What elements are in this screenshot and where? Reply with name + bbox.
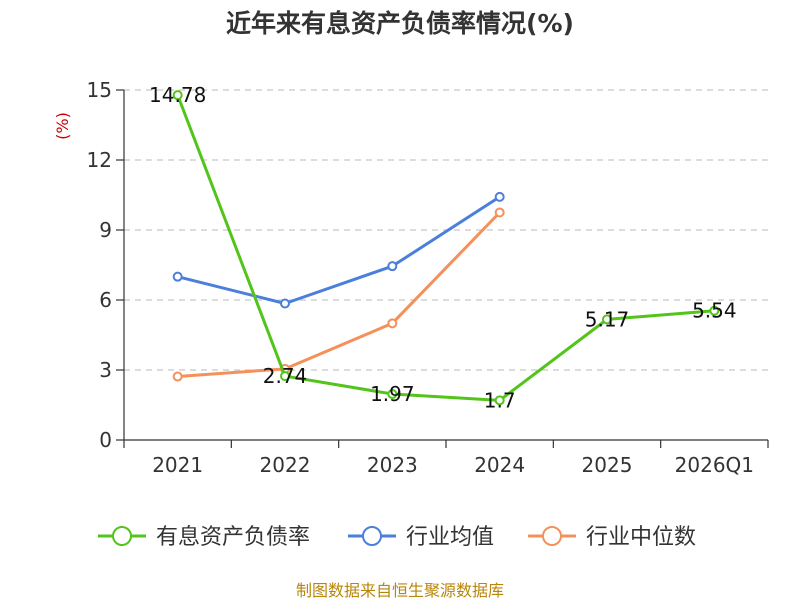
data-point bbox=[280, 298, 290, 309]
data-label: 1.7 bbox=[484, 388, 516, 412]
data-point bbox=[172, 90, 183, 101]
legend: 有息资产负债率 行业均值 行业中位数 bbox=[98, 525, 696, 550]
data-point bbox=[387, 261, 398, 272]
data-point bbox=[494, 191, 505, 202]
data-label: 1.97 bbox=[370, 382, 415, 406]
x-tick-label: 2024 bbox=[474, 453, 525, 477]
data-point bbox=[602, 314, 612, 325]
legend-item[interactable]: 行业均值 bbox=[348, 525, 494, 550]
data-label: 2.74 bbox=[263, 364, 308, 388]
y-tick-label: 12 bbox=[87, 148, 112, 172]
y-tick-label: 9 bbox=[99, 218, 112, 242]
label-layer: 14.78 2.74 1.97 1.7 5.17 5.54 bbox=[149, 83, 737, 412]
data-point bbox=[172, 271, 183, 282]
data-point bbox=[387, 389, 398, 400]
data-label: 5.54 bbox=[692, 299, 737, 323]
y-tick-label: 15 bbox=[87, 78, 112, 102]
legend-marker bbox=[362, 526, 382, 546]
legend-item[interactable]: 有息资产负债率 bbox=[98, 525, 310, 550]
y-tick-label: 3 bbox=[99, 358, 112, 382]
axis-layer: 0 3 6 9 12 15 2021 2022 2023 2024 2025 2026Q1 bbox=[87, 78, 769, 477]
data-point bbox=[494, 395, 505, 406]
x-tick-label: 2026Q1 bbox=[675, 453, 754, 477]
x-tick-label: 2022 bbox=[260, 453, 311, 477]
chart-title: 近年来有息资产负债率情况(%) bbox=[226, 9, 574, 38]
series-line bbox=[177, 195, 501, 305]
x-tick-label: 2025 bbox=[582, 453, 633, 477]
data-label: 5.17 bbox=[585, 307, 630, 331]
y-axis-label: (%) bbox=[53, 112, 72, 140]
legend-marker bbox=[542, 526, 562, 546]
data-point bbox=[494, 207, 505, 218]
legend-label: 有息资产负债率 bbox=[156, 525, 310, 550]
y-tick-label: 6 bbox=[99, 288, 112, 312]
data-label: 14.78 bbox=[149, 83, 206, 107]
series-line bbox=[177, 211, 501, 379]
series-line bbox=[176, 94, 715, 402]
x-tick-label: 2021 bbox=[152, 453, 203, 477]
legend-item[interactable]: 行业中位数 bbox=[528, 525, 696, 550]
data-point bbox=[172, 371, 183, 382]
legend-label: 行业均值 bbox=[406, 525, 494, 550]
series-layer bbox=[172, 90, 720, 406]
x-tick-label: 2023 bbox=[367, 453, 418, 477]
legend-marker bbox=[112, 526, 132, 546]
y-tick-label: 0 bbox=[99, 428, 112, 452]
source-note: 制图数据来自恒生聚源数据库 bbox=[295, 581, 504, 600]
legend-label: 行业中位数 bbox=[586, 525, 696, 550]
data-point bbox=[280, 371, 290, 382]
data-point bbox=[387, 318, 398, 329]
data-point bbox=[709, 305, 720, 316]
